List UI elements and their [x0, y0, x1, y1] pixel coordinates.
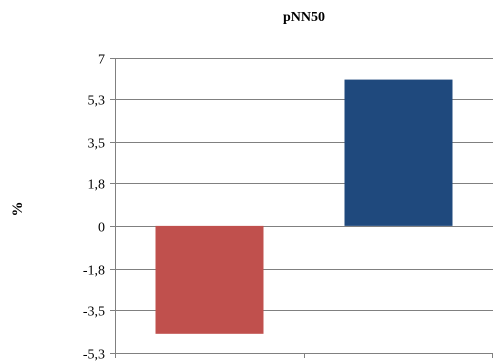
y-tick-label: -5,3: [83, 348, 105, 363]
y-tick-label: 7: [98, 53, 105, 68]
bars: [155, 79, 453, 334]
y-tick-label: 3,5: [88, 137, 106, 152]
bar-2: [344, 79, 453, 226]
y-tick-labels: 7 5,3 3,5 1,8 0 -1,8 -3,5 -5,3: [83, 53, 105, 363]
y-tick-label: 0: [98, 221, 105, 236]
bar-1: [155, 225, 264, 334]
y-axis-label: %: [10, 202, 26, 217]
y-tick-label: 5,3: [88, 94, 106, 109]
y-tick-label: -1,8: [83, 264, 105, 279]
y-tick-label: -3,5: [83, 305, 105, 320]
y-tick-label: 1,8: [88, 178, 106, 193]
chart-title: pNN50: [283, 10, 325, 25]
